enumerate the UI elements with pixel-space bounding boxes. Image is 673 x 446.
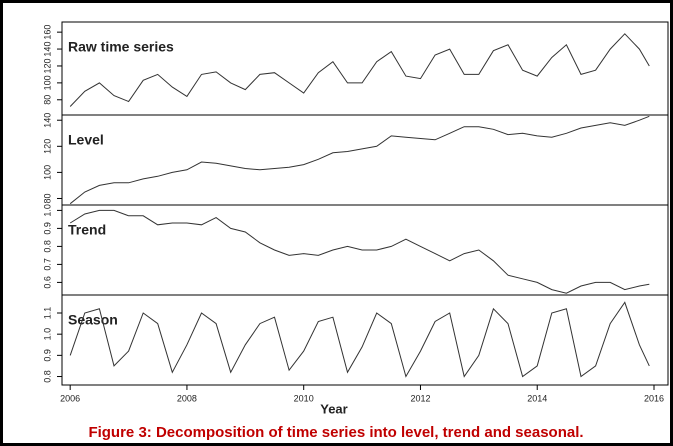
x-tick-label: 2012 <box>410 393 430 403</box>
y-tick-label: 0.6 <box>42 276 52 289</box>
y-tick-label: 120 <box>42 139 52 154</box>
x-tick-label: 2008 <box>177 393 197 403</box>
y-tick-label: 140 <box>42 42 52 57</box>
x-tick-label: 2006 <box>60 393 80 403</box>
y-tick-label: 80 <box>42 193 52 203</box>
panel-title: Raw time series <box>68 39 174 55</box>
series-line <box>69 301 650 378</box>
x-axis-label: Year <box>320 401 347 416</box>
y-tick-label: 0.8 <box>42 240 52 253</box>
x-tick-label: 2010 <box>294 393 314 403</box>
y-tick-label: 0.7 <box>42 258 52 271</box>
y-tick-label: 140 <box>42 113 52 128</box>
y-tick-label: 1.0 <box>42 328 52 341</box>
y-tick-label: 0.8 <box>42 370 52 383</box>
y-tick-label: 0.9 <box>42 349 52 362</box>
panel-title: Level <box>68 132 104 148</box>
series-line <box>69 209 650 294</box>
panel-title: Season <box>68 312 118 328</box>
x-tick-label: 2014 <box>527 393 547 403</box>
y-tick-label: 0.9 <box>42 222 52 235</box>
y-tick-label: 100 <box>42 165 52 180</box>
series-line <box>69 33 650 107</box>
panel <box>61 294 669 386</box>
y-tick-label: 1.1 <box>42 307 52 320</box>
panel <box>61 114 669 206</box>
y-tick-label: 160 <box>42 25 52 40</box>
panel-title: Trend <box>68 222 106 238</box>
y-tick-label: 1.0 <box>42 204 52 217</box>
y-tick-label: 100 <box>42 75 52 90</box>
y-tick-label: 80 <box>42 95 52 105</box>
y-tick-label: 120 <box>42 58 52 73</box>
caption: Figure 3: Decomposition of time series i… <box>88 424 583 441</box>
panel <box>61 21 669 116</box>
x-tick-label: 2016 <box>644 393 664 403</box>
series-line <box>69 115 650 205</box>
